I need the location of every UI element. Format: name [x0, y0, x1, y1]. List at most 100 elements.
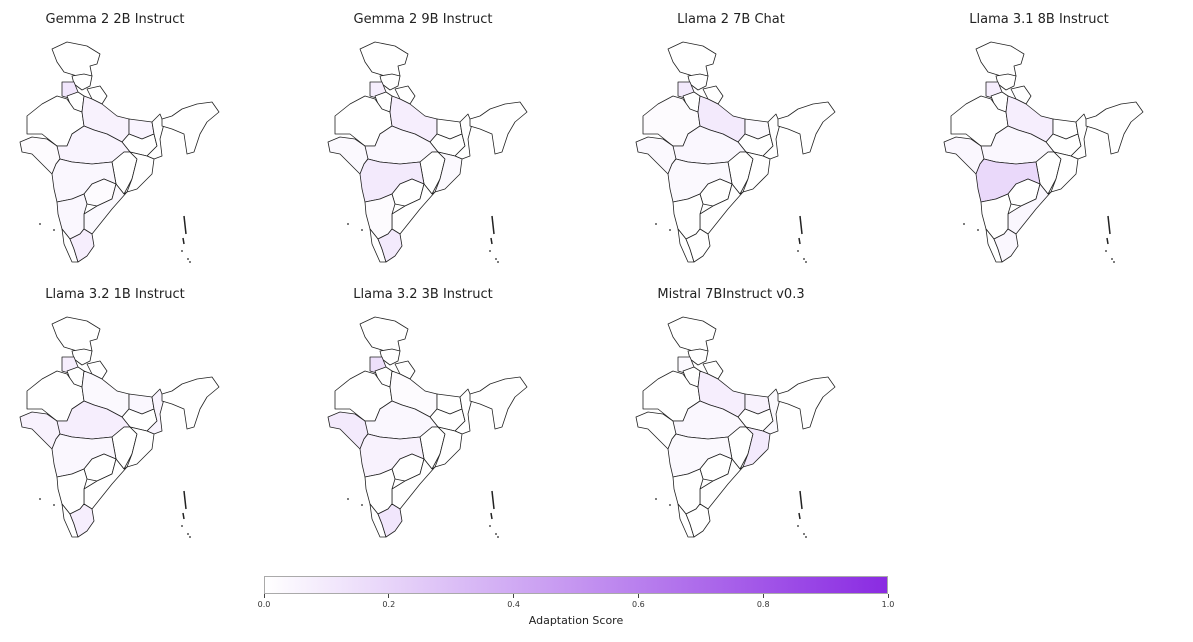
map-panel: Gemma 2 2B Instruct — [12, 12, 242, 272]
colorbar-tick-label: 0.8 — [756, 600, 770, 609]
panel-title: Llama 2 7B Chat — [677, 12, 785, 27]
island — [805, 261, 807, 263]
andaman-islands — [799, 215, 803, 235]
state-odisha — [1050, 151, 1079, 193]
state-odisha — [434, 151, 463, 193]
island — [1113, 261, 1115, 263]
state-uttarakhand — [1010, 85, 1032, 105]
state-uttarakhand — [394, 360, 416, 380]
state-uttarakhand — [702, 360, 724, 380]
state-odisha — [126, 151, 155, 193]
island — [489, 250, 491, 252]
state-tamil-nadu — [377, 503, 403, 538]
state-jammu-and-kashmir — [51, 41, 101, 77]
state-tamil-nadu — [993, 228, 1019, 263]
island — [189, 261, 191, 263]
colorbar-tick — [513, 594, 515, 598]
panel-title: Llama 3.1 8B Instruct — [969, 12, 1109, 27]
andaman-islands — [1106, 237, 1109, 245]
island — [181, 525, 183, 527]
state-northeast — [1085, 101, 1144, 155]
island — [39, 223, 41, 225]
state-northeast — [161, 101, 220, 155]
island — [495, 533, 497, 535]
island — [977, 229, 979, 231]
panel-title: Gemma 2 9B Instruct — [353, 12, 493, 27]
island — [361, 504, 363, 506]
island — [1111, 258, 1113, 260]
island — [1105, 250, 1107, 252]
colorbar-tick-label: 0.0 — [257, 600, 271, 609]
island — [53, 504, 55, 506]
state-tamil-nadu — [685, 503, 711, 538]
island — [669, 229, 671, 231]
state-northeast — [777, 376, 836, 430]
andaman-islands — [490, 512, 493, 520]
india-map — [943, 41, 1144, 263]
map-panel: Llama 3.1 8B Instruct — [936, 12, 1166, 272]
state-northeast — [777, 101, 836, 155]
andaman-islands — [491, 490, 495, 510]
andaman-islands — [491, 215, 495, 235]
india-map — [327, 41, 528, 263]
island — [669, 504, 671, 506]
island — [797, 250, 799, 252]
island — [495, 258, 497, 260]
island — [655, 223, 657, 225]
colorbar — [264, 576, 888, 594]
andaman-islands — [183, 490, 187, 510]
andaman-islands — [1107, 215, 1111, 235]
andaman-islands — [798, 237, 801, 245]
state-uttarakhand — [394, 85, 416, 105]
island — [797, 525, 799, 527]
colorbar-tick-label: 0.4 — [507, 600, 520, 609]
state-northeast — [469, 101, 528, 155]
island — [803, 258, 805, 260]
colorbar-tick-label: 1.0 — [881, 600, 895, 609]
state-uttarakhand — [702, 85, 724, 105]
colorbar-tick-label: 0.2 — [382, 600, 396, 609]
island — [347, 223, 349, 225]
island — [189, 536, 191, 538]
island — [361, 229, 363, 231]
island — [187, 258, 189, 260]
andaman-islands — [490, 237, 493, 245]
colorbar-tick — [263, 594, 265, 598]
island — [497, 536, 499, 538]
andaman-islands — [182, 237, 185, 245]
panel-title: Gemma 2 2B Instruct — [45, 12, 185, 27]
andaman-islands — [798, 512, 801, 520]
india-map — [635, 41, 836, 263]
panel-title: Llama 3.2 1B Instruct — [45, 287, 185, 302]
state-odisha — [434, 426, 463, 468]
colorbar-tick — [388, 594, 390, 598]
state-jammu-and-kashmir — [51, 316, 101, 352]
island — [187, 533, 189, 535]
island — [963, 223, 965, 225]
state-uttarakhand — [86, 360, 108, 380]
state-jammu-and-kashmir — [667, 316, 717, 352]
panel-title: Mistral 7BInstruct v0.3 — [657, 287, 805, 302]
island — [53, 229, 55, 231]
state-odisha — [742, 151, 771, 193]
state-odisha — [126, 426, 155, 468]
colorbar-tick — [637, 594, 639, 598]
state-uttarakhand — [86, 85, 108, 105]
map-panel: Llama 3.2 3B Instruct — [320, 287, 550, 547]
map-panel: Llama 2 7B Chat — [628, 12, 858, 272]
state-tamil-nadu — [377, 228, 403, 263]
map-panel: Gemma 2 9B Instruct — [320, 12, 550, 272]
island — [347, 498, 349, 500]
andaman-islands — [799, 490, 803, 510]
island — [497, 261, 499, 263]
state-tamil-nadu — [69, 503, 95, 538]
colorbar-label: Adaptation Score — [528, 614, 624, 627]
island — [181, 250, 183, 252]
island — [39, 498, 41, 500]
colorbar-tick — [887, 594, 889, 598]
island — [489, 525, 491, 527]
state-northeast — [469, 376, 528, 430]
state-jammu-and-kashmir — [359, 41, 409, 77]
panel-title: Llama 3.2 3B Instruct — [353, 287, 493, 302]
